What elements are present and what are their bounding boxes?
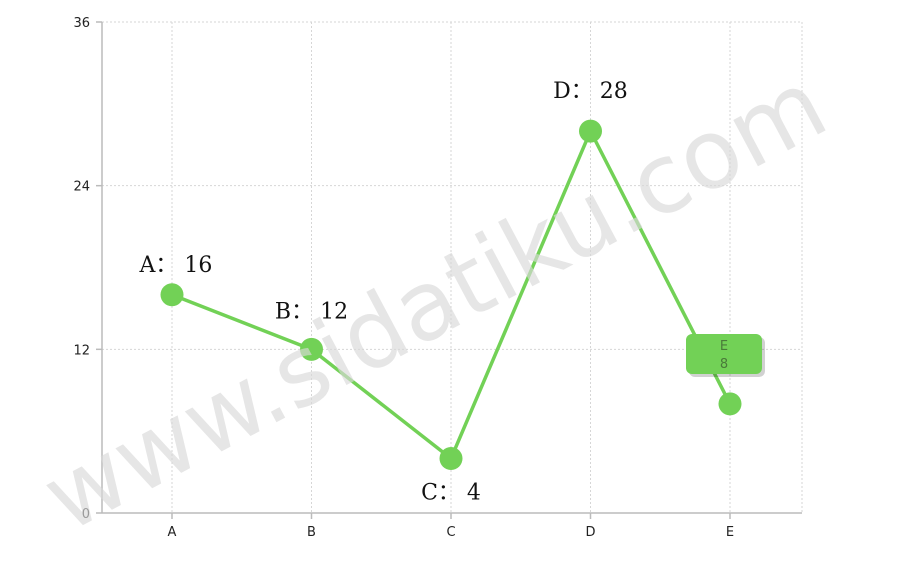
y-tick-label: 0 bbox=[82, 507, 90, 522]
data-point-d[interactable] bbox=[579, 119, 602, 143]
point-label-c: C： 4 bbox=[421, 480, 481, 505]
point-labels: A： 16 B： 12 C： 4 D： 28 bbox=[139, 79, 628, 505]
tooltip-box bbox=[686, 334, 762, 374]
x-tick-label: B bbox=[307, 525, 316, 540]
y-tick-label: 36 bbox=[73, 16, 90, 31]
x-tick-label: C bbox=[446, 525, 455, 540]
data-point-e[interactable] bbox=[718, 392, 742, 416]
y-tick-label: 24 bbox=[73, 180, 90, 195]
x-tick-label: E bbox=[726, 525, 734, 540]
tooltip: E 8 bbox=[686, 334, 765, 377]
y-axis-ticks: 0 12 24 36 bbox=[73, 16, 102, 522]
tooltip-category: E bbox=[720, 339, 728, 354]
x-tick-label: D bbox=[585, 525, 595, 540]
watermark-text: www.sidatiku.com bbox=[25, 48, 843, 554]
x-tick-label: A bbox=[168, 525, 177, 540]
data-point-a[interactable] bbox=[160, 283, 184, 307]
x-axis-ticks: A B C D E bbox=[168, 513, 734, 540]
data-points bbox=[160, 119, 742, 470]
point-label-b: B： 12 bbox=[275, 299, 348, 324]
axes bbox=[101, 22, 802, 514]
data-point-c[interactable] bbox=[439, 446, 463, 470]
tooltip-value: 8 bbox=[720, 357, 728, 372]
data-point-b[interactable] bbox=[300, 337, 323, 361]
grid-lines bbox=[102, 21, 803, 513]
y-tick-label: 12 bbox=[73, 343, 90, 358]
point-label-d: D： 28 bbox=[553, 79, 628, 104]
point-label-a: A： 16 bbox=[139, 253, 213, 278]
